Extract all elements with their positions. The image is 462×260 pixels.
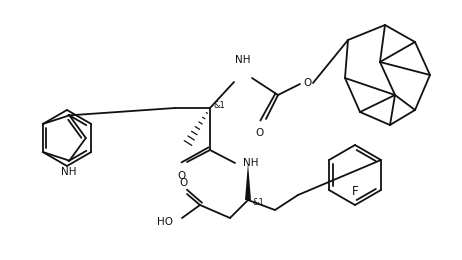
Text: O: O (179, 178, 187, 188)
Text: NH: NH (235, 55, 251, 65)
Text: F: F (352, 185, 359, 198)
Text: NH: NH (61, 167, 76, 177)
Polygon shape (245, 163, 251, 200)
Text: O: O (177, 171, 185, 181)
Text: O: O (255, 128, 263, 138)
Text: NH: NH (243, 158, 259, 168)
Text: HO: HO (157, 217, 173, 227)
Text: &1: &1 (213, 101, 225, 109)
Text: O: O (304, 78, 312, 88)
Text: &1: &1 (252, 198, 264, 206)
